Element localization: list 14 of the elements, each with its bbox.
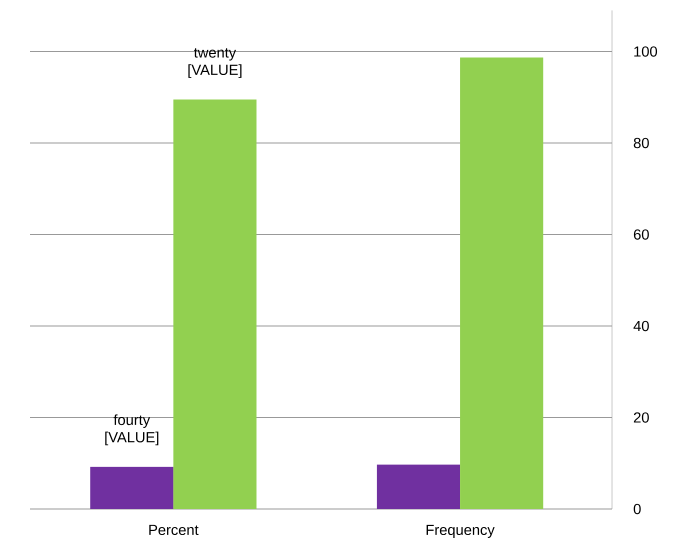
annotation: fourty [VALUE] <box>105 414 158 446</box>
y-tick-label: 20 <box>634 412 649 423</box>
bar <box>376 464 460 509</box>
annotation: twenty [VALUE] <box>188 48 242 78</box>
y-tick-label: 40 <box>634 320 649 332</box>
y-tick-label: 0 <box>634 504 641 514</box>
x-tick-label: Percent <box>149 524 199 536</box>
y-tick-label: 60 <box>634 229 649 240</box>
bar <box>90 466 174 509</box>
y-tick-label: 100 <box>634 46 658 57</box>
y-tick-label: 80 <box>634 138 649 148</box>
bar <box>173 100 256 509</box>
x-tick-label: Frequency <box>426 524 495 538</box>
bar <box>460 57 544 509</box>
